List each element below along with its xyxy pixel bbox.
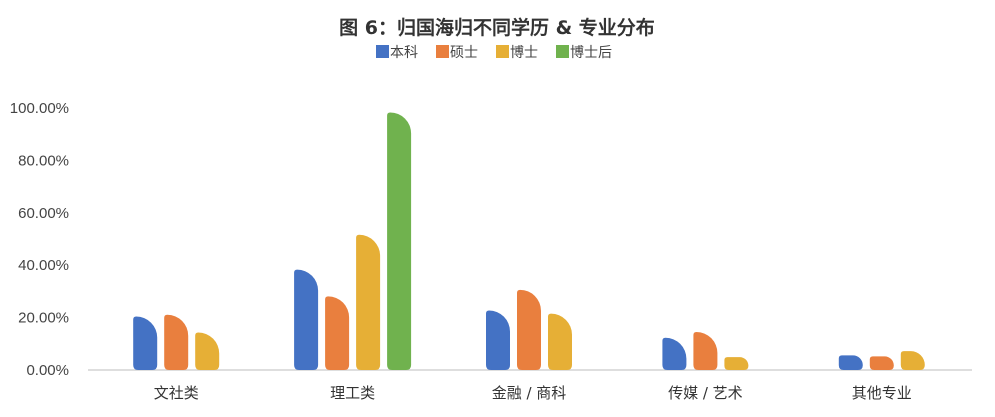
y-axis: 0.00% 20.00% 40.00% 60.00% 80.00% 100.00% [10,100,69,379]
x-tick-label: 理工类 [330,384,375,402]
legend: 本科 硕士 博士 博士后 [376,44,612,61]
bar-本科 [133,316,158,370]
y-tick-label: 80.00% [18,152,69,169]
bars [133,112,925,370]
y-tick-label: 100.00% [10,100,69,117]
x-tick-label: 其他专业 [852,384,912,402]
bar-博士 [900,351,925,370]
bar-硕士 [869,356,894,370]
x-tick-label: 传媒 / 艺术 [668,384,743,402]
bar-本科 [294,269,319,370]
chart-title: 图 6：归国海归不同学历 & 专业分布 [339,16,655,39]
legend-swatch [496,45,509,58]
bar-本科 [838,355,863,370]
y-tick-label: 40.00% [18,257,69,274]
bar-博士 [724,357,749,370]
legend-swatch [556,45,569,58]
y-tick-label: 0.00% [26,362,69,379]
bar-本科 [486,310,510,370]
legend-swatch [376,45,389,58]
legend-label: 博士 [510,44,538,61]
bar-硕士 [164,314,189,370]
bar-博士 [195,332,220,370]
legend-label: 本科 [390,45,418,61]
legend-label: 硕士 [450,45,478,61]
bar-博士 [356,234,381,370]
x-axis: 文社类 理工类 金融 / 商科 传媒 / 艺术 其他专业 [154,384,912,402]
x-tick-label: 金融 / 商科 [492,384,567,402]
bar-硕士 [325,296,350,370]
bar-博士后 [387,112,412,370]
bar-硕士 [693,332,718,370]
y-tick-label: 20.00% [18,310,69,327]
bar-硕士 [517,289,541,370]
bar-本科 [662,337,687,370]
x-tick-label: 文社类 [154,384,199,402]
y-tick-label: 60.00% [18,205,69,222]
legend-swatch [436,45,449,58]
legend-label: 博士后 [570,44,612,61]
bar-博士 [548,313,572,370]
